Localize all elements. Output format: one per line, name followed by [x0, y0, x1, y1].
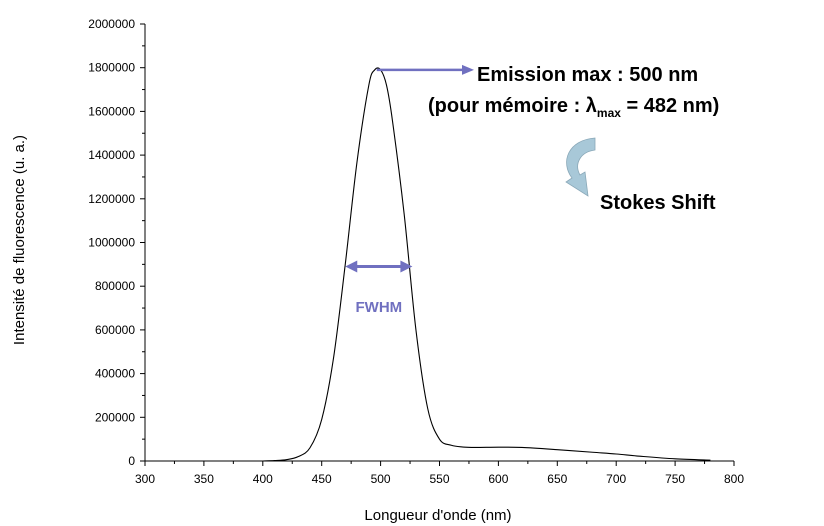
y-tick-label: 600000: [95, 323, 135, 337]
memo-label: (pour mémoire : λmax = 482 nm): [428, 95, 719, 120]
y-axis-title: Intensité de fluorescence (u. a.): [11, 135, 28, 345]
y-tick-label: 1600000: [88, 104, 135, 118]
fwhm-label: FWHM: [356, 299, 403, 316]
x-axis-title: Longueur d'onde (nm): [364, 507, 511, 524]
y-tick-label: 0: [128, 454, 135, 468]
y-tick-label: 400000: [95, 367, 135, 381]
x-tick-label: 400: [253, 472, 273, 486]
emission-max-label: Emission max : 500 nm: [477, 64, 698, 86]
x-tick-label: 500: [371, 472, 391, 486]
x-tick-label: 550: [429, 472, 449, 486]
y-tick-label: 1200000: [88, 192, 135, 206]
x-tick-label: 450: [312, 472, 332, 486]
y-tick-label: 200000: [95, 410, 135, 424]
x-tick-label: 750: [665, 472, 685, 486]
fwhm-arrowhead-left: [345, 260, 358, 273]
x-tick-label: 300: [135, 472, 155, 486]
x-tick-label: 350: [194, 472, 214, 486]
x-tick-label: 650: [547, 472, 567, 486]
x-tick-label: 800: [724, 472, 744, 486]
emission-max-arrowhead: [462, 64, 474, 75]
stokes-shift-curved-arrow: [565, 137, 596, 197]
x-axis-ticks: 300 350 400 450 500 550 600 650 700 750 800: [135, 461, 744, 486]
fwhm-arrowhead-right: [400, 260, 413, 273]
y-axis-ticks: 0 200000 400000 600000 800000 1000000 1200000 1…: [88, 17, 145, 468]
x-tick-label: 600: [488, 472, 508, 486]
y-tick-label: 1400000: [88, 148, 135, 162]
emission-spectrum-line: [262, 67, 711, 462]
y-tick-label: 2000000: [88, 17, 135, 31]
y-tick-label: 800000: [95, 279, 135, 293]
stokes-shift-label: Stokes Shift: [600, 192, 716, 214]
x-tick-label: 700: [606, 472, 626, 486]
y-tick-label: 1000000: [88, 236, 135, 250]
y-tick-label: 1800000: [88, 61, 135, 75]
